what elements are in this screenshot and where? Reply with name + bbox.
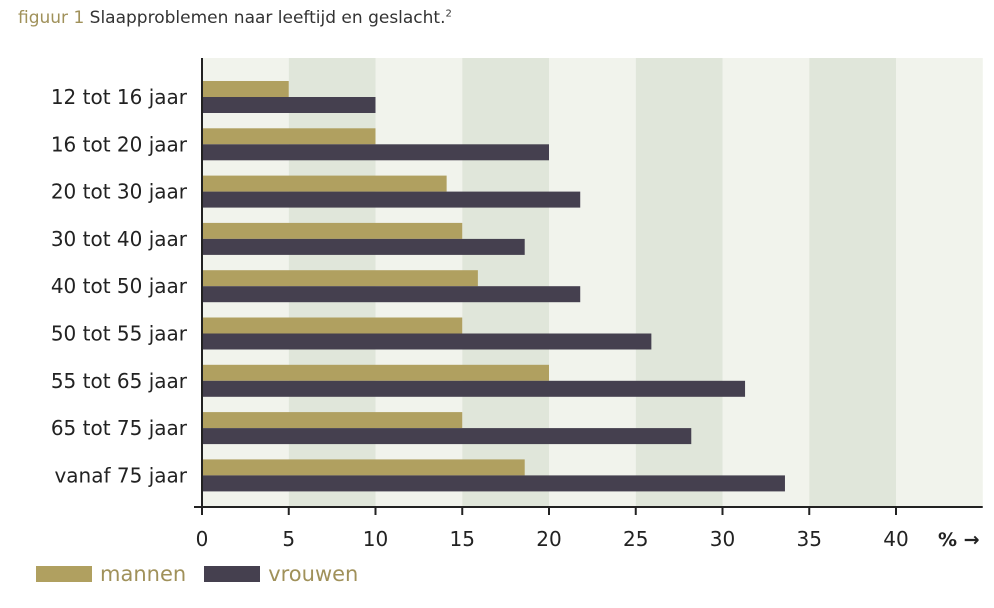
bar-vrouwen-3 (202, 238, 525, 255)
bar-mannen-7 (202, 412, 463, 429)
bar-vrouwen-7 (202, 428, 692, 445)
bar-vrouwen-8 (202, 475, 785, 492)
x-tick-label-20: 20 (536, 527, 561, 551)
band-40-45 (896, 58, 983, 506)
band-35-40 (809, 58, 896, 506)
legend-swatch-vrouwen (204, 566, 261, 582)
x-axis-unit-label: % → (938, 529, 980, 551)
category-label-2: 20 tot 30 jaar (51, 180, 188, 204)
caption-footnote: 2 (445, 8, 452, 20)
bar-mannen-8 (202, 459, 525, 476)
bar-mannen-2 (202, 175, 447, 192)
bar-vrouwen-4 (202, 286, 581, 303)
legend-item-mannen: mannen (36, 562, 186, 586)
x-tick-label-25: 25 (623, 527, 648, 551)
figure-label: figuur 1 (18, 8, 85, 28)
bar-mannen-1 (202, 128, 376, 145)
x-tick-label-5: 5 (282, 527, 295, 551)
bars (202, 81, 785, 492)
bar-chart: 0 5 10 15 20 25 30 35 40 12 tot 16 jaar 16 tot 20… (51, 58, 983, 551)
x-tick-label-0: 0 (196, 527, 209, 551)
category-labels: 12 tot 16 jaar 16 tot 20 jaar 20 tot 30 ja… (51, 85, 188, 487)
category-label-1: 16 tot 20 jaar (51, 132, 188, 156)
category-label-8: vanaf 75 jaar (54, 463, 187, 487)
x-tick-label-30: 30 (710, 527, 735, 551)
x-tick-label-40: 40 (883, 527, 908, 551)
bar-mannen-6 (202, 364, 549, 381)
legend-item-vrouwen: vrouwen (204, 562, 358, 586)
bar-vrouwen-6 (202, 380, 746, 397)
axes (194, 58, 983, 508)
bar-mannen-0 (202, 81, 289, 97)
bar-mannen-5 (202, 317, 463, 334)
category-label-5: 50 tot 55 jaar (51, 322, 188, 346)
x-tick-label-15: 15 (450, 527, 475, 551)
category-label-3: 30 tot 40 jaar (51, 227, 188, 251)
bar-vrouwen-0 (202, 97, 376, 113)
bar-vrouwen-1 (202, 144, 549, 161)
bar-vrouwen-2 (202, 191, 581, 208)
bar-mannen-3 (202, 222, 463, 239)
category-label-7: 65 tot 75 jaar (51, 416, 188, 440)
figure-caption: figuur 1 Slaapproblemen naar leeftijd en… (18, 8, 452, 28)
category-label-0: 12 tot 16 jaar (51, 85, 188, 109)
band-30-35 (722, 58, 810, 506)
category-label-6: 55 tot 65 jaar (51, 369, 188, 393)
bar-vrouwen-5 (202, 333, 652, 350)
legend-label-vrouwen: vrouwen (268, 562, 359, 586)
x-tick-label-10: 10 (363, 527, 388, 551)
x-tick-label-35: 35 (797, 527, 822, 551)
caption-text: Slaapproblemen naar leeftijd en geslacht… (89, 8, 446, 28)
legend-swatch-mannen (36, 566, 92, 582)
x-ticks: 0 5 10 15 20 25 30 35 40 (196, 507, 909, 551)
bar-mannen-4 (202, 270, 478, 287)
legend: mannen vrouwen (36, 562, 376, 586)
legend-label-mannen: mannen (100, 562, 187, 586)
category-label-4: 40 tot 50 jaar (51, 274, 188, 298)
